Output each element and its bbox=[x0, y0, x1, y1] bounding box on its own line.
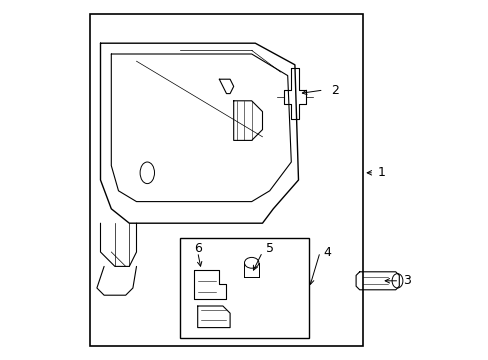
Text: 3: 3 bbox=[402, 274, 410, 287]
Bar bbox=[179, 238, 309, 338]
Text: 1: 1 bbox=[377, 166, 385, 179]
Bar bbox=[89, 14, 363, 346]
Text: 4: 4 bbox=[323, 246, 331, 258]
Text: 2: 2 bbox=[330, 84, 338, 96]
Text: 6: 6 bbox=[194, 242, 202, 255]
Text: 5: 5 bbox=[265, 242, 274, 255]
